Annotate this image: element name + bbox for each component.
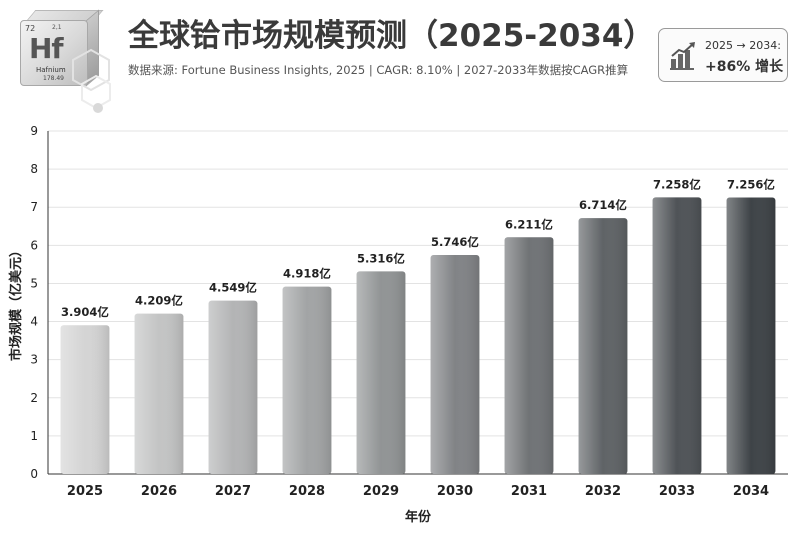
x-tick-label: 2030: [437, 484, 473, 499]
growth-percent-label: +86% 增长: [705, 59, 784, 75]
y-tick-label: 1: [30, 429, 38, 443]
element-symbol: Hf: [29, 32, 64, 65]
chart-axes: 0 1 2 3 4 5 6 7 8 9 2025 2026 2027 2028 2029 2030 2031 20…: [30, 124, 788, 499]
data-label: 7.256亿: [727, 177, 775, 191]
y-axis-title: 市场规模（亿美元）: [8, 244, 24, 361]
bar-shine: [356, 271, 406, 474]
bar-shine: [430, 255, 480, 474]
y-tick-label: 8: [30, 162, 38, 176]
y-tick-label: 4: [30, 315, 38, 329]
growth-summary-box: 2025 → 2034: +86% 增长: [658, 28, 788, 82]
data-label: 5.746亿: [431, 235, 479, 249]
hafnium-element-badge: 72 2,1 Hf Hafnium 178.49: [6, 6, 118, 118]
y-tick-label: 9: [30, 124, 38, 138]
bar-shine: [504, 237, 554, 474]
bars: [60, 197, 776, 475]
data-label: 5.316亿: [357, 251, 405, 265]
x-tick-label: 2031: [511, 484, 547, 499]
x-tick-label: 2026: [141, 484, 177, 499]
data-label: 4.549亿: [209, 281, 257, 295]
x-tick-label: 2034: [733, 484, 769, 499]
data-label: 4.209亿: [135, 294, 183, 308]
bar-shine: [134, 313, 184, 474]
bar-shine: [208, 300, 258, 474]
y-tick-label: 2: [30, 391, 38, 405]
x-tick-label: 2025: [67, 484, 103, 499]
element-atomic-number: 72: [25, 24, 36, 33]
x-tick-label: 2033: [659, 484, 695, 499]
data-label: 7.258亿: [653, 177, 701, 191]
x-tick-label: 2029: [363, 484, 399, 499]
element-oxidation: 2,1: [52, 24, 62, 31]
element-cube-front-face: [20, 20, 88, 86]
data-label: 4.918亿: [283, 267, 331, 281]
hexagon-decoration-icon: [72, 48, 111, 113]
x-axis-title: 年份: [405, 509, 432, 525]
bar-shine: [578, 218, 628, 474]
bar-shine: [60, 325, 110, 474]
bar-shine: [282, 286, 332, 474]
bar-shine: [652, 197, 702, 474]
x-tick-label: 2032: [585, 484, 621, 499]
bar-shine: [726, 197, 776, 475]
trend-chart-icon: [670, 42, 695, 70]
x-tick-label: 2028: [289, 484, 325, 499]
y-tick-label: 5: [30, 276, 38, 290]
y-tick-label: 0: [30, 467, 38, 481]
element-name: Hafnium: [36, 66, 66, 74]
x-tick-label: 2027: [215, 484, 251, 499]
y-tick-label: 3: [30, 353, 38, 367]
data-label: 6.714亿: [579, 198, 627, 212]
page-title: 全球铪市场规模预测（2025-2034）: [128, 18, 655, 54]
element-mass: 178.49: [43, 75, 64, 82]
chart-subtitle: 数据来源: Fortune Business Insights, 2025 | …: [128, 63, 629, 77]
y-tick-label: 6: [30, 238, 38, 252]
growth-range-label: 2025 → 2034:: [705, 39, 781, 52]
data-label: 6.211亿: [505, 217, 553, 231]
y-tick-label: 7: [30, 200, 38, 214]
data-labels: 3.904亿 4.209亿 4.549亿 4.918亿 5.316亿 5.746亿 6.21…: [61, 177, 775, 319]
data-label: 3.904亿: [61, 305, 109, 319]
